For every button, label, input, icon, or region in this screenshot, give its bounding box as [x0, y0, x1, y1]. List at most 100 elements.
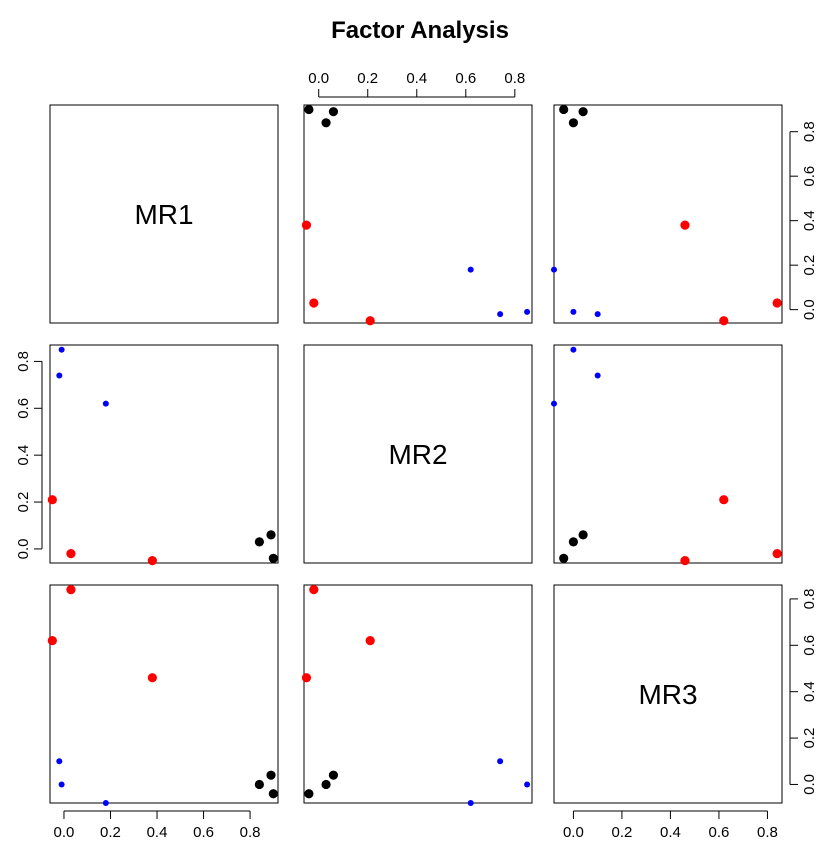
- variable-label-MR3: MR3: [638, 679, 697, 710]
- axis-tick-label: 0.0: [801, 299, 818, 320]
- point-MR2-vs-MR1-7: [524, 308, 531, 315]
- axis-tick-label: 0.2: [611, 824, 632, 841]
- axis-tick-label: 0.8: [757, 824, 778, 841]
- point-MR3-vs-MR1-5: [719, 316, 729, 326]
- point-MR2-vs-MR1-3: [304, 104, 314, 115]
- point-MR1-vs-MR3-1: [266, 770, 276, 780]
- panel-frame: [49, 344, 279, 564]
- axis-tick-label: 0.2: [357, 70, 378, 87]
- point-MR3-vs-MR1-2: [568, 118, 579, 128]
- point-MR2-vs-MR1-2: [321, 118, 331, 128]
- point-MR2-vs-MR1-1: [328, 107, 339, 117]
- axis-tick-label: 0.8: [15, 351, 32, 372]
- panel-MR3-MR2: [301, 584, 533, 806]
- point-MR2-vs-MR3-2: [321, 779, 331, 790]
- point-MR1-vs-MR3-5: [47, 636, 57, 646]
- point-MR1-vs-MR2-5: [47, 495, 57, 505]
- point-MR1-vs-MR2-6: [66, 549, 76, 559]
- axis-tick-label: 0.6: [801, 635, 818, 656]
- point-MR2-vs-MR3-5: [365, 636, 375, 646]
- point-MR3-vs-MR2-4: [680, 556, 690, 566]
- variable-label-MR2: MR2: [388, 439, 447, 470]
- point-MR1-vs-MR3-8: [56, 758, 63, 765]
- point-MR1-vs-MR2-4: [147, 556, 157, 566]
- point-MR1-vs-MR2-3: [268, 553, 278, 563]
- panel-frame: [303, 344, 533, 564]
- point-MR1-vs-MR3-7: [58, 781, 65, 788]
- axis-tick-label: 0.2: [801, 255, 818, 276]
- axis-bottom-MR1: 0.0 0.2 0.4 0.6 0.8: [54, 810, 261, 841]
- axis-right-MR1: 0.0 0.2 0.4 0.6 0.8: [789, 121, 818, 320]
- point-MR3-vs-MR1-8: [594, 311, 601, 318]
- axis-tick-label: 0.8: [504, 70, 525, 87]
- axis-tick-label: 0.4: [406, 70, 427, 87]
- axis-tick-label: 0.0: [15, 539, 32, 560]
- panel-MR3-MR1: [47, 584, 279, 806]
- point-MR1-vs-MR2-2: [254, 537, 264, 547]
- point-MR2-vs-MR1-4: [301, 220, 312, 230]
- panel-MR3-MR3: MR3: [553, 584, 783, 804]
- panel-frame: [49, 104, 279, 324]
- axis-tick-label: 0.4: [660, 824, 681, 841]
- point-MR1-vs-MR2-9: [102, 400, 109, 407]
- panel-frame: [303, 104, 533, 324]
- point-MR2-vs-MR3-8: [497, 758, 504, 765]
- axis-tick-label: 0.8: [240, 824, 261, 841]
- point-MR2-vs-MR3-9: [467, 800, 474, 806]
- panel-frame: [553, 584, 783, 804]
- panel-MR2-MR1: [47, 344, 279, 566]
- axis-tick-label: 0.6: [455, 70, 476, 87]
- point-MR3-vs-MR1-1: [578, 107, 588, 117]
- point-MR3-vs-MR2-2: [568, 537, 579, 547]
- axis-left-MR2: 0.0 0.2 0.4 0.6 0.8: [15, 351, 43, 560]
- axis-tick-label: 0.4: [801, 681, 818, 702]
- variable-label-MR1: MR1: [134, 199, 193, 230]
- point-MR1-vs-MR3-2: [254, 779, 264, 790]
- point-MR3-vs-MR1-6: [772, 298, 782, 308]
- axis-tick-label: 0.0: [308, 70, 329, 87]
- panel-MR2-MR3: [551, 344, 783, 566]
- axis-right-MR3: 0.0 0.2 0.4 0.6 0.8: [789, 588, 818, 795]
- panel-frame: [553, 104, 783, 324]
- point-MR3-vs-MR1-3: [559, 104, 569, 115]
- axis-tick-label: 0.6: [801, 166, 818, 187]
- panel-MR1-MR1: MR1: [49, 104, 279, 324]
- point-MR2-vs-MR3-6: [309, 585, 319, 595]
- axis-tick-label: 0.4: [801, 210, 818, 231]
- axis-tick-label: 0.6: [193, 824, 214, 841]
- panel-frame: [303, 584, 533, 804]
- point-MR1-vs-MR3-3: [268, 789, 278, 799]
- point-MR2-vs-MR3-1: [328, 770, 339, 780]
- point-MR3-vs-MR2-8: [594, 372, 601, 379]
- axis-tick-label: 0.2: [100, 824, 121, 841]
- point-MR3-vs-MR1-7: [570, 308, 577, 315]
- point-MR2-vs-MR1-5: [365, 316, 375, 326]
- axis-tick-label: 0.6: [15, 398, 32, 419]
- point-MR3-vs-MR1-4: [680, 220, 690, 230]
- point-MR3-vs-MR2-7: [570, 346, 577, 353]
- point-MR3-vs-MR2-9: [551, 400, 557, 407]
- axis-tick-label: 0.8: [801, 588, 818, 609]
- point-MR1-vs-MR3-9: [102, 800, 109, 806]
- chart-title: Factor Analysis: [331, 17, 509, 44]
- point-MR3-vs-MR2-6: [772, 549, 782, 559]
- point-MR1-vs-MR2-1: [266, 530, 276, 540]
- axis-tick-label: 0.4: [147, 824, 168, 841]
- point-MR2-vs-MR3-3: [304, 789, 314, 799]
- panel-frame: [553, 344, 783, 564]
- panel-MR1-MR2: [301, 104, 533, 326]
- axis-tick-label: 0.0: [563, 824, 584, 841]
- axis-tick-label: 0.0: [801, 774, 818, 795]
- axis-tick-label: 0.6: [709, 824, 730, 841]
- point-MR2-vs-MR3-4: [301, 673, 312, 683]
- point-MR1-vs-MR3-4: [147, 673, 157, 683]
- panel-frame: [49, 584, 279, 804]
- point-MR3-vs-MR2-5: [719, 495, 729, 505]
- point-MR1-vs-MR3-6: [66, 585, 76, 595]
- axis-tick-label: 0.8: [801, 121, 818, 142]
- point-MR2-vs-MR1-8: [497, 311, 504, 318]
- point-MR2-vs-MR1-6: [309, 298, 319, 308]
- point-MR3-vs-MR1-9: [551, 266, 557, 273]
